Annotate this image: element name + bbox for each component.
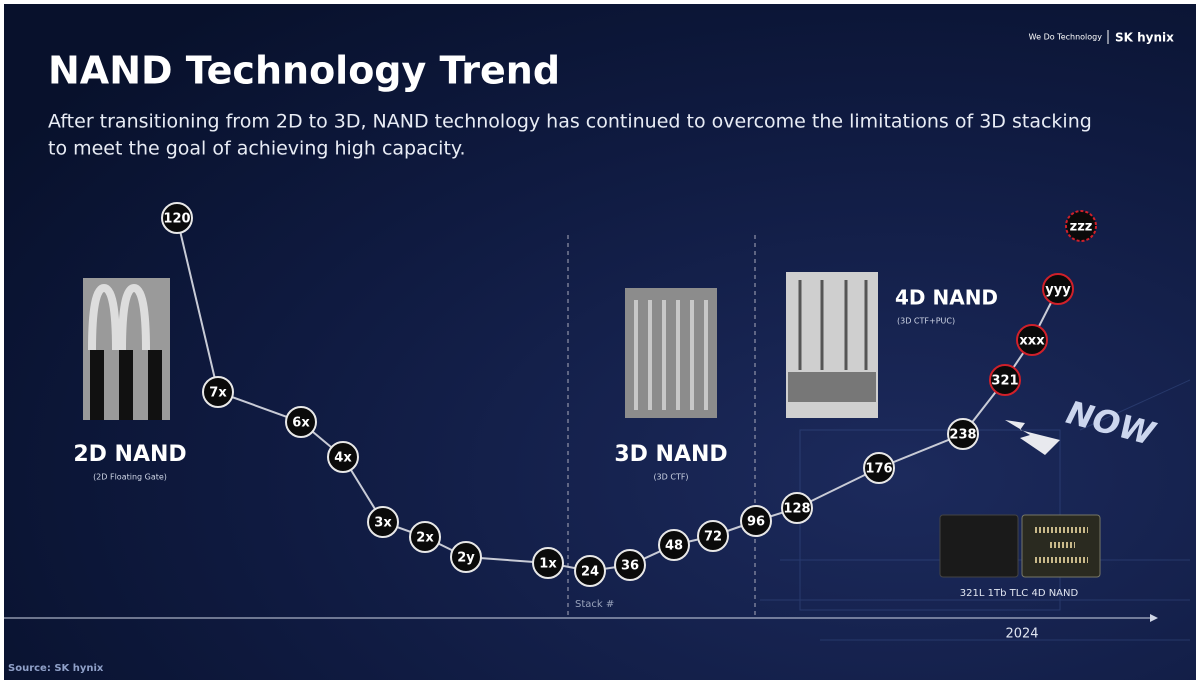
node xyxy=(1016,324,1048,356)
node xyxy=(409,521,441,553)
node-label: zzz xyxy=(1070,220,1093,235)
now-arrow xyxy=(1005,420,1060,455)
node-label: 7x xyxy=(209,386,227,401)
node-label: 4x xyxy=(334,451,352,466)
node-label: 72 xyxy=(704,530,722,545)
node-label: 321 xyxy=(991,374,1018,389)
micrograph-3d xyxy=(625,288,717,418)
micrograph-2d xyxy=(83,278,170,420)
node-label: 128 xyxy=(783,502,810,517)
node-label: 3x xyxy=(374,516,392,531)
subtitle: After transitioning from 2D to 3D, NAND … xyxy=(48,111,1092,133)
section-sublabel: (3D CTF) xyxy=(653,473,688,482)
logo-tagline: We Do Technology xyxy=(1029,33,1103,42)
node xyxy=(863,452,895,484)
node xyxy=(781,492,813,524)
section-label: 2D NAND xyxy=(73,442,186,467)
node-label: 2y xyxy=(457,551,475,566)
node xyxy=(740,505,772,537)
node-label: 48 xyxy=(665,539,683,554)
node xyxy=(202,376,234,408)
node xyxy=(1042,273,1074,305)
node xyxy=(1065,210,1097,242)
node xyxy=(614,549,646,581)
node-label: 1x xyxy=(539,557,557,572)
node-label: xxx xyxy=(1019,334,1045,349)
subtitle: to meet the goal of achieving high capac… xyxy=(48,138,465,160)
trend: 120 7x 6x 4x 3x 2x 2y 1x 24 36 48 72 96 128 176 238 321 x… xyxy=(161,202,1097,587)
chip-images xyxy=(939,514,1101,578)
node xyxy=(532,547,564,579)
timeline-arrow xyxy=(1150,614,1158,622)
node xyxy=(697,520,729,552)
section-sublabel: (2D Floating Gate) xyxy=(93,473,167,482)
node-label: 24 xyxy=(581,565,599,580)
node xyxy=(285,406,317,438)
node-label: 2x xyxy=(416,531,434,546)
micrograph-4d xyxy=(786,272,878,418)
node xyxy=(367,506,399,538)
node-label: yyy xyxy=(1045,283,1071,298)
section-label: 4D NAND xyxy=(895,286,998,310)
node xyxy=(947,418,979,450)
node-label: 176 xyxy=(865,462,892,477)
node xyxy=(574,555,606,587)
node xyxy=(450,541,482,573)
node xyxy=(658,529,690,561)
node-label: 6x xyxy=(292,416,310,431)
node xyxy=(161,202,193,234)
node-label: 36 xyxy=(621,559,639,574)
stack-label: Stack # xyxy=(575,599,614,610)
section-label: 3D NAND xyxy=(614,442,727,467)
node xyxy=(327,441,359,473)
node-label: 238 xyxy=(949,428,976,443)
node-label: 120 xyxy=(163,212,190,227)
section-sublabel: (3D CTF+PUC) xyxy=(897,317,955,326)
year-label: 2024 xyxy=(1005,627,1038,642)
source: Source: SK hynix xyxy=(8,663,104,674)
chip-caption: 321L 1Tb TLC 4D NAND xyxy=(960,588,1079,599)
logo-brand: SK hynix xyxy=(1115,31,1174,45)
node-label: 96 xyxy=(747,515,765,530)
title: NAND Technology Trend xyxy=(48,49,560,93)
node xyxy=(989,364,1021,396)
